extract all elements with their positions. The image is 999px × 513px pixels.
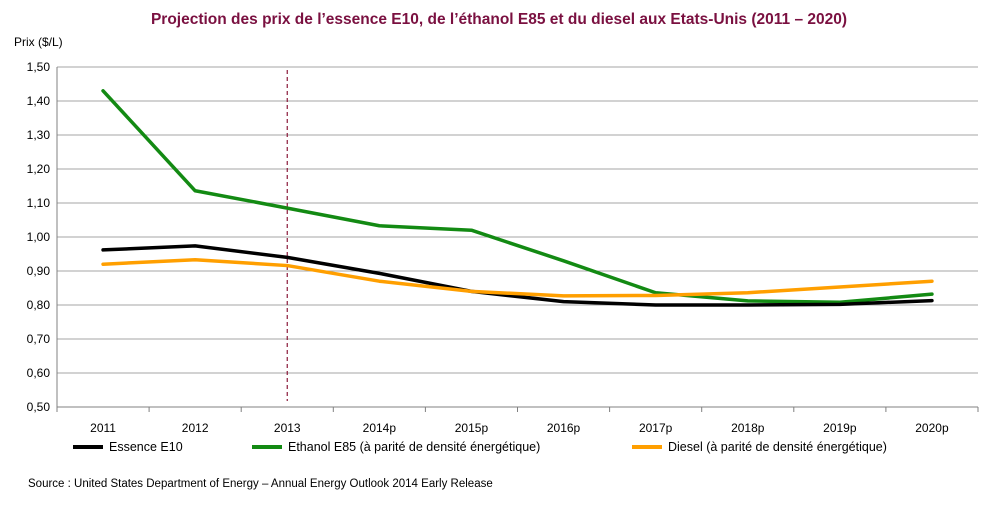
legend-item: Essence E10 — [73, 440, 183, 454]
legend-label: Ethanol E85 (à parité de densité énergét… — [288, 440, 540, 454]
x-tick-label: 2012 — [182, 421, 209, 435]
x-tick-label: 2011 — [90, 421, 116, 435]
y-tick-label: 1,30 — [27, 128, 51, 142]
y-tick-label: 0,50 — [27, 400, 51, 414]
y-tick-label: 1,50 — [27, 60, 51, 74]
series-line — [101, 258, 934, 298]
y-tick-label: 0,60 — [27, 366, 51, 380]
x-tick-label: 2013 — [274, 421, 301, 435]
legend-label: Essence E10 — [109, 440, 183, 454]
gridlines — [57, 66, 978, 374]
y-tick-label: 1,10 — [27, 196, 51, 210]
y-tick-label: 1,20 — [27, 162, 51, 176]
x-tick-label: 2017p — [639, 421, 673, 435]
x-tick-label: 2018p — [731, 421, 765, 435]
y-tick-labels: 0,50 0,60 0,70 0,80 0,90 1,00 1,10 1,20 1,30 1,40… — [27, 60, 51, 414]
y-axis-label: Prix ($/L) — [14, 35, 63, 49]
y-tick-label: 0,80 — [27, 298, 51, 312]
y-tick-label: 0,70 — [27, 332, 51, 346]
x-tick-label: 2016p — [547, 421, 581, 435]
x-tick-label: 2015p — [455, 421, 489, 435]
legend-label: Diesel (à parité de densité énergétique) — [668, 440, 887, 454]
y-tick-label: 0,90 — [27, 264, 51, 278]
source-note: Source : United States Department of Ene… — [28, 478, 493, 490]
series-line — [101, 89, 934, 305]
y-tick-label: 1,00 — [27, 230, 51, 244]
axes — [56, 67, 979, 412]
legend-item: Ethanol E85 (à parité de densité énergét… — [252, 440, 540, 454]
y-tick-label: 1,40 — [27, 94, 51, 108]
chart-title: Projection des prix de l’essence E10, de… — [151, 11, 847, 28]
x-tick-label: 2019p — [823, 421, 857, 435]
series-lines — [101, 89, 934, 307]
x-tick-labels: 2011 2012 2013 2014p 2015p 2016p 2017p 2018p 201… — [90, 421, 949, 435]
series-line — [101, 244, 934, 307]
x-tick-label: 2020p — [915, 421, 949, 435]
legend: Essence E10 Ethanol E85 (à parité de dens… — [73, 440, 887, 454]
legend-item: Diesel (à parité de densité énergétique) — [632, 440, 887, 454]
x-tick-label: 2014p — [363, 421, 397, 435]
